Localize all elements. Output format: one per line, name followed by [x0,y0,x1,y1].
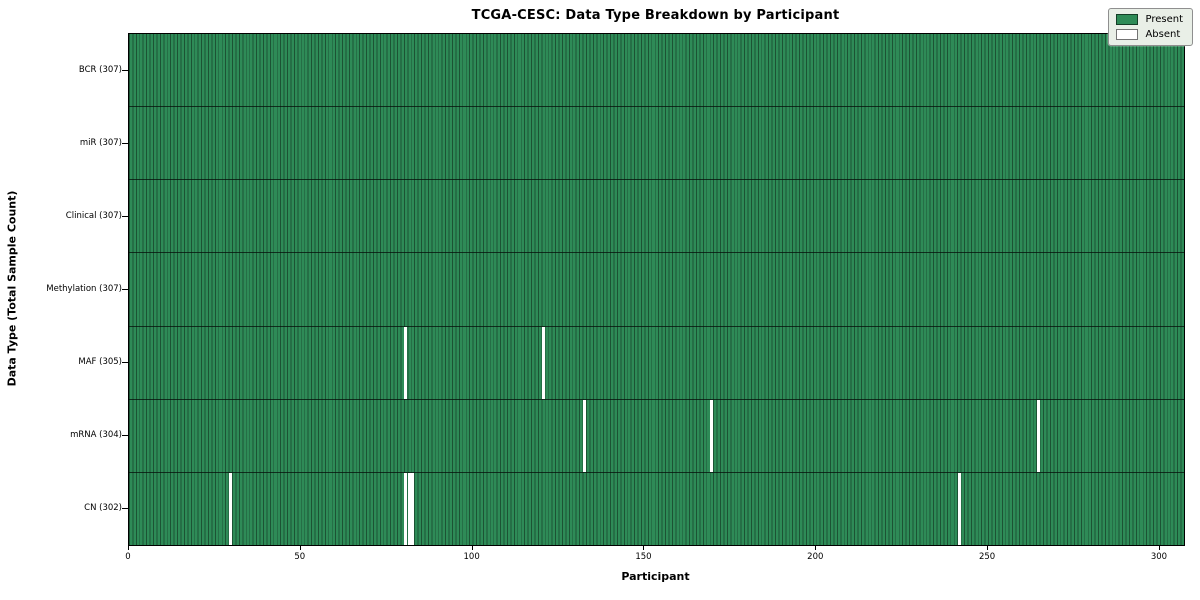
legend: Present Absent [1108,8,1193,46]
absent-cell-CN-p29 [229,472,232,545]
y-tick-label-miR: miR (307) [79,137,122,148]
y-tick-label-Clinical: Clinical (307) [65,210,122,221]
heatmap-row-Clinical [129,179,1184,253]
absent-cell-CN-p241 [957,472,961,545]
y-tick-mark [122,361,128,363]
x-axis-label: Participant [621,570,690,583]
x-tick-label-0: 0 [125,552,131,562]
absent-cell-CN-p81 [407,472,411,545]
absent-cell-CN-p82 [411,472,415,545]
plot-area [128,33,1185,546]
x-tick-mark [643,545,645,550]
legend-entry-present: Present [1116,14,1183,25]
x-tick-label-250: 250 [978,552,996,562]
absent-cell-mRNA-p169 [710,399,714,472]
legend-label: Present [1145,14,1183,25]
legend-label: Absent [1145,29,1181,40]
x-tick-mark [1158,545,1160,550]
y-tick-label-MAF: MAF (305) [78,356,122,367]
y-tick-mark [122,288,128,290]
x-tick-mark [815,545,817,550]
heatmap-row-Methylation [129,252,1184,326]
heatmap-row-MAF [129,325,1184,399]
absent-cell-mRNA-p264 [1036,399,1040,472]
absent-cell-MAF-p120 [541,326,545,399]
x-tick-label-100: 100 [463,552,480,562]
absent-cell-CN-p80 [404,472,408,545]
y-tick-mark [122,142,128,144]
chart-title: TCGA-CESC: Data Type Breakdown by Partic… [471,8,840,23]
y-tick-label-mRNA: mRNA (304) [70,429,122,440]
legend-swatch-present [1116,14,1139,25]
heatmap-row-mRNA [129,398,1184,472]
absent-cell-mRNA-p132 [583,399,586,472]
x-tick-label-200: 200 [807,552,824,562]
x-tick-label-50: 50 [294,552,306,562]
legend-entry-absent: Absent [1116,29,1183,40]
x-tick-mark [299,545,301,550]
heatmap-row-BCR [129,34,1184,107]
x-tick-mark [471,545,473,550]
y-tick-mark [122,434,128,436]
y-tick-label-Methylation: Methylation (307) [46,283,122,294]
x-tick-label-300: 300 [1150,552,1168,562]
y-tick-label-BCR: BCR (307) [78,64,122,75]
x-tick-mark [987,545,989,550]
y-tick-mark [122,215,128,217]
x-tick-label-150: 150 [635,552,652,562]
y-tick-label-CN: CN (302) [84,502,122,513]
y-tick-mark [122,507,128,509]
heatmap-row-CN [129,471,1184,545]
absent-cell-MAF-p80 [404,326,408,399]
legend-swatch-absent [1116,29,1139,40]
y-tick-mark [122,69,128,71]
heatmap-row-miR [129,106,1184,180]
x-tick-mark [128,545,129,550]
